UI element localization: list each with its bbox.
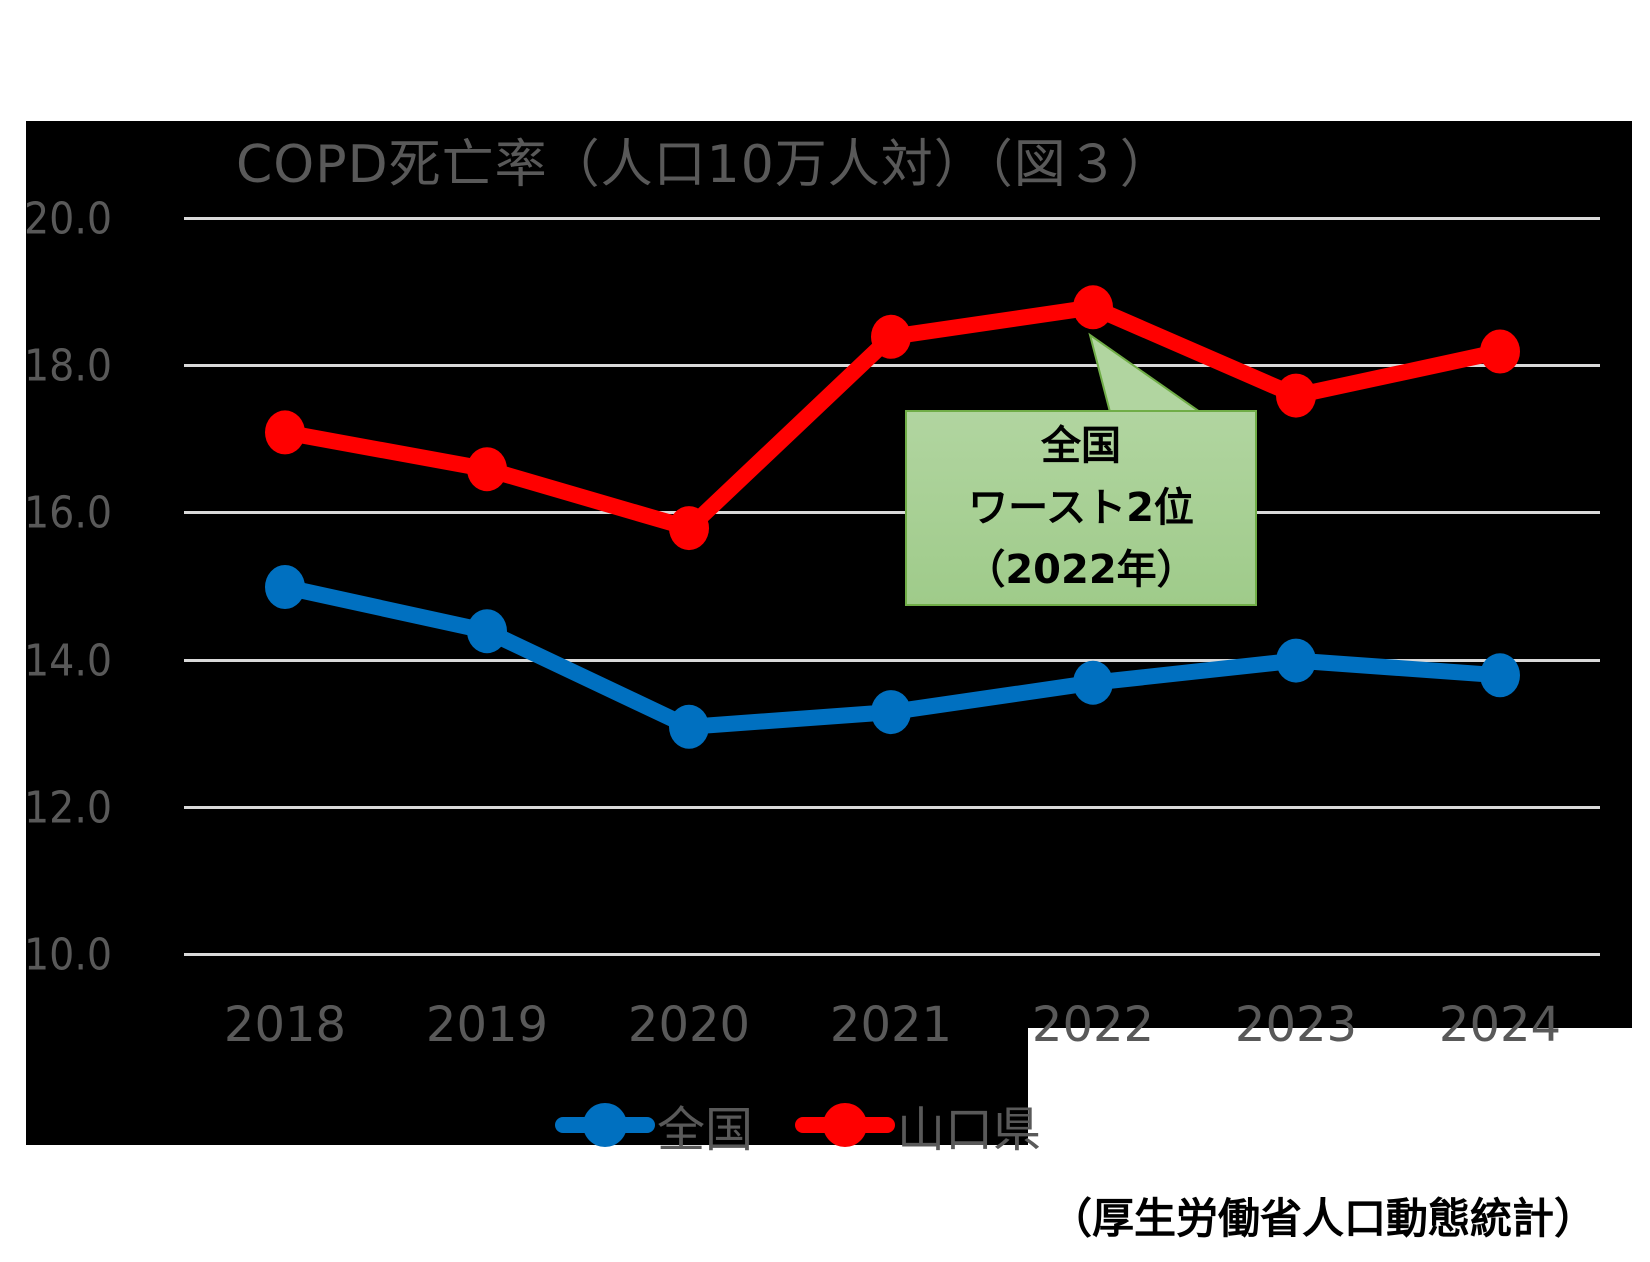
callout-line-1: 全国 [1041, 423, 1121, 469]
gridline-20 [184, 217, 1600, 220]
x-tick-2019: 2019 [425, 997, 549, 1053]
legend-label-yamaguchi: 山口県 [897, 1102, 1042, 1158]
chart-background-cutout [1028, 1028, 1650, 1158]
data-point-marker [1480, 653, 1520, 698]
annotation-callout: 全国 ワースト2位 （2022年） [905, 410, 1257, 606]
y-tick-18: 18.0 [24, 340, 113, 392]
x-tick-2022: 2022 [1031, 997, 1155, 1053]
data-point-marker [1073, 660, 1113, 705]
y-tick-10: 10.0 [24, 929, 113, 981]
y-tick-14: 14.0 [24, 635, 113, 687]
chart-background [26, 121, 1632, 1145]
data-point-marker [467, 609, 507, 654]
x-tick-2018: 2018 [223, 997, 347, 1053]
x-tick-2024: 2024 [1438, 997, 1562, 1053]
callout-line-3: （2022年） [965, 547, 1197, 593]
legend-marker-national-icon [555, 1103, 655, 1147]
legend-item-national: 全国 [555, 1090, 753, 1160]
data-point-marker [871, 314, 911, 359]
legend-item-yamaguchi: 山口県 [795, 1090, 1041, 1160]
gridline-18 [184, 364, 1600, 367]
data-point-marker [265, 410, 305, 455]
gridline-12 [184, 806, 1600, 809]
legend-marker-yamaguchi-icon [795, 1103, 896, 1147]
chart-title: COPD死亡率（人口10万人対）（図３） [236, 135, 1173, 195]
data-point-marker [871, 690, 911, 735]
x-tick-2020: 2020 [627, 997, 751, 1053]
data-point-marker [467, 447, 507, 492]
x-tick-2021: 2021 [829, 997, 953, 1053]
y-tick-12: 12.0 [24, 782, 113, 834]
callout-line-2: ワースト2位 [968, 485, 1194, 531]
series-line-national [265, 565, 1520, 749]
source-note: （厚生労働省人口動態統計） [1050, 1194, 1597, 1243]
gridline-14 [184, 659, 1600, 662]
gridline-16 [184, 511, 1600, 514]
series-line-yamaguchi [265, 285, 1520, 551]
data-point-marker [669, 506, 709, 551]
x-tick-2023: 2023 [1234, 997, 1358, 1053]
data-point-marker [1276, 373, 1316, 418]
y-tick-16: 16.0 [24, 487, 113, 539]
data-point-marker [1276, 638, 1316, 683]
data-point-marker [669, 704, 709, 749]
data-point-marker [1073, 285, 1113, 330]
y-tick-20: 20.0 [24, 193, 113, 245]
legend-label-national: 全国 [657, 1102, 754, 1158]
data-point-marker [265, 565, 305, 609]
data-point-marker [1480, 329, 1520, 374]
legend: 全国 山口県 [555, 1090, 1083, 1160]
gridline-10 [184, 953, 1600, 956]
